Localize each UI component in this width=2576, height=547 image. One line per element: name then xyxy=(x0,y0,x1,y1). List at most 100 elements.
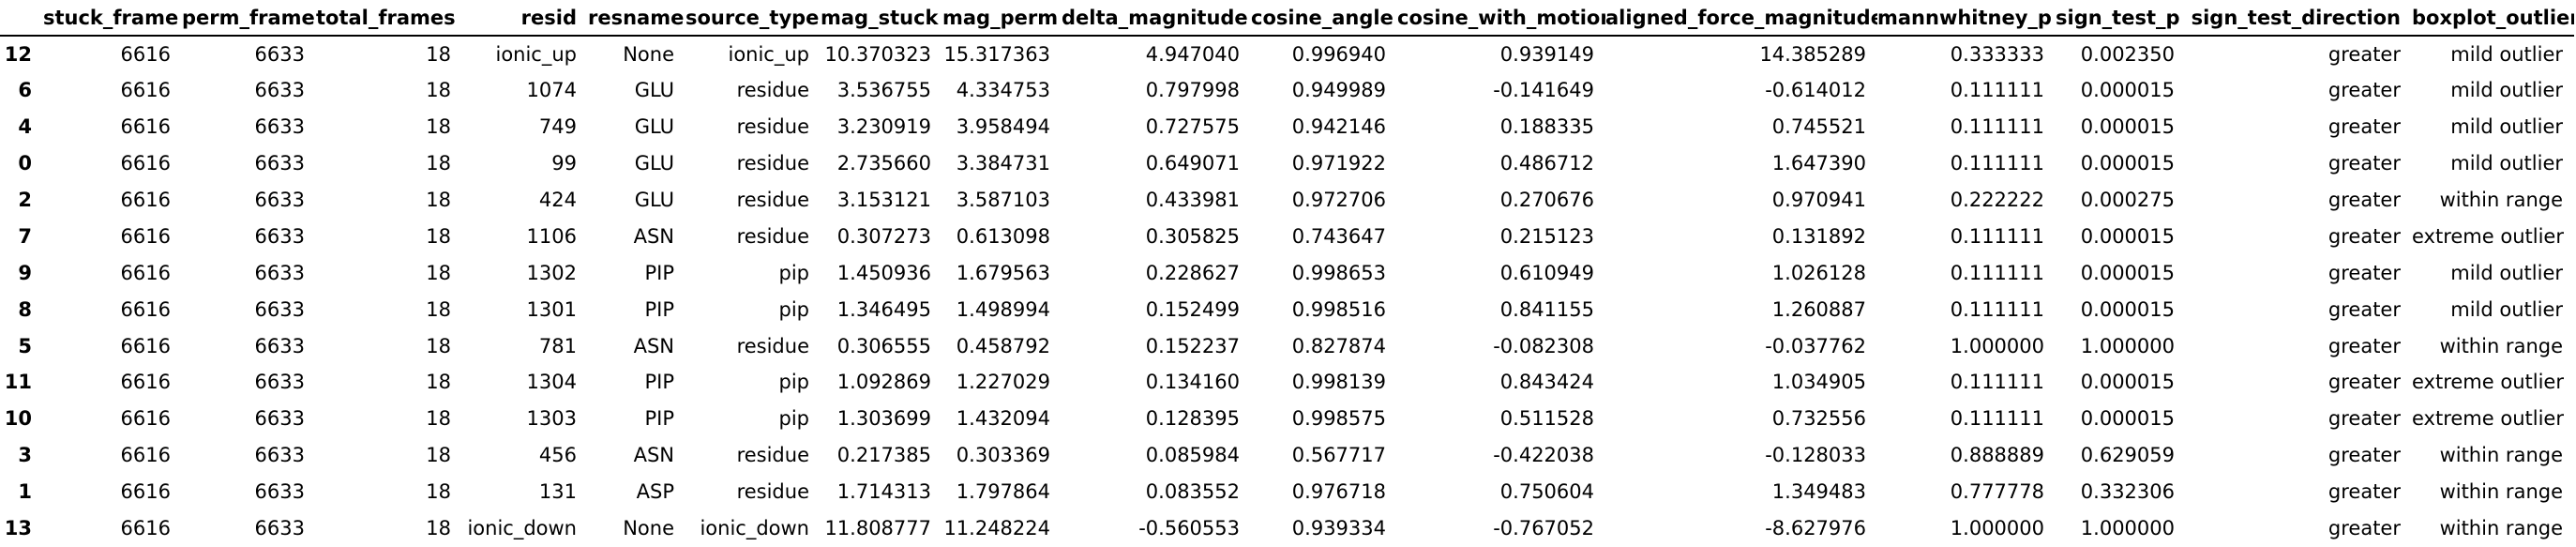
table-cell: 1.000000 xyxy=(1950,517,2044,540)
table-cell: 0.433981 xyxy=(1145,189,1240,211)
table-row: 1 6616 6633 18 131 ASP residue 1.714313 1.797864… xyxy=(0,474,2574,510)
table-cell: -8.627976 xyxy=(1765,517,1866,540)
table-cell: 10.370323 xyxy=(824,42,931,66)
table-cell: ASN xyxy=(633,334,674,357)
table-cell: residue xyxy=(736,334,809,357)
table-cell: 18 xyxy=(426,371,451,394)
table-cell: 6616 xyxy=(120,407,171,431)
table-cell: 749 xyxy=(538,115,577,139)
table-cell: residue xyxy=(736,224,809,248)
table-cell: 6616 xyxy=(120,189,171,211)
table-cell: 2.735660 xyxy=(836,152,931,175)
table-cell: 0.111111 xyxy=(1950,297,2044,321)
table-cell: -0.560553 xyxy=(1138,517,1240,540)
table-cell: 6633 xyxy=(254,79,305,102)
table-cell: 18 xyxy=(426,444,451,467)
table-cell: within range xyxy=(2439,189,2563,211)
column-header: sign_test_p xyxy=(2056,0,2186,37)
table-cell: 0.841155 xyxy=(1499,297,1594,321)
table-cell: 0.333333 xyxy=(1950,42,2044,66)
table-cell: 0.649071 xyxy=(1145,152,1240,175)
row-index: 4 xyxy=(18,115,32,139)
table-cell: 1.303699 xyxy=(836,407,931,431)
table-cell: 0.971922 xyxy=(1291,152,1386,175)
table-cell: 18 xyxy=(426,115,451,139)
table-cell: 1.432094 xyxy=(956,407,1050,431)
table-cell: 0.128395 xyxy=(1145,407,1240,431)
table-cell: 0.111111 xyxy=(1950,115,2044,139)
table-cell: 0.000015 xyxy=(2080,79,2175,102)
table-cell: 0.743647 xyxy=(1291,224,1386,248)
table-cell: mild outlier xyxy=(2450,297,2563,321)
column-header: mag_stuck xyxy=(821,0,942,37)
table-cell: 0.797998 xyxy=(1145,79,1240,102)
table-row: 7 6616 6633 18 1106 ASN residue 0.307273 0.61309… xyxy=(0,218,2574,254)
table-cell: 0.332306 xyxy=(2080,480,2175,504)
table-cell: 1.026128 xyxy=(1771,261,1866,284)
table-cell: 6633 xyxy=(254,334,305,357)
header-row: stuck_frame perm_frame total_frames resi… xyxy=(0,0,2574,37)
table-cell: pip xyxy=(778,407,810,431)
table-cell: GLU xyxy=(634,152,674,175)
table-cell: 0.111111 xyxy=(1950,224,2044,248)
table-cell: within range xyxy=(2439,334,2563,357)
row-index: 11 xyxy=(4,371,32,394)
table-cell: 1.000000 xyxy=(2080,334,2175,357)
table-cell: 3.587103 xyxy=(956,189,1050,211)
table-cell: 0.002350 xyxy=(2080,42,2175,66)
column-header: mannwhitney_p xyxy=(1877,0,2056,37)
table-cell: 131 xyxy=(538,480,577,504)
table-cell: 1.346495 xyxy=(836,297,931,321)
table-cell: 1.092869 xyxy=(836,371,931,394)
table-cell: 1304 xyxy=(526,371,577,394)
table-cell: 0.131892 xyxy=(1771,224,1866,248)
table-cell: ionic_down xyxy=(700,517,809,540)
table-header: stuck_frame perm_frame total_frames resi… xyxy=(0,0,2574,37)
table-cell: greater xyxy=(2327,42,2401,66)
table-cell: -0.141649 xyxy=(1493,79,1594,102)
index-header xyxy=(0,0,43,37)
table-cell: 18 xyxy=(426,517,451,540)
table-cell: 0.750604 xyxy=(1499,480,1594,504)
table-cell: GLU xyxy=(634,79,674,102)
row-index: 12 xyxy=(4,42,32,66)
row-index: 9 xyxy=(18,261,32,284)
table-cell: greater xyxy=(2327,79,2401,102)
column-header: delta_magnitude xyxy=(1062,0,1251,37)
table-cell: 1.450936 xyxy=(836,261,931,284)
table-cell: extreme outlier xyxy=(2412,371,2564,394)
table-cell: 0.777778 xyxy=(1950,480,2044,504)
table-cell: 0.215123 xyxy=(1499,224,1594,248)
table-cell: greater xyxy=(2327,189,2401,211)
table-row: 2 6616 6633 18 424 GLU residue 3.153121 3.587103… xyxy=(0,182,2574,219)
table-row: 9 6616 6633 18 1302 PIP pip 1.450936 1.679563 0.2… xyxy=(0,254,2574,291)
table-cell: 0.000015 xyxy=(2080,152,2175,175)
table-cell: 0.888889 xyxy=(1950,444,2044,467)
table-cell: residue xyxy=(736,189,809,211)
table-cell: 6616 xyxy=(120,42,171,66)
column-header: boxplot_outlier xyxy=(2412,0,2574,37)
table-cell: 0.000275 xyxy=(2080,189,2175,211)
column-header: mag_perm xyxy=(942,0,1062,37)
table-cell: greater xyxy=(2327,480,2401,504)
table-cell: 0.000015 xyxy=(2080,407,2175,431)
table-cell: 3.536755 xyxy=(836,79,931,102)
table-cell: 0.228627 xyxy=(1145,261,1240,284)
table-cell: None xyxy=(623,42,674,66)
table-cell: within range xyxy=(2439,444,2563,467)
table-cell: 1.000000 xyxy=(2080,517,2175,540)
table-cell: 6633 xyxy=(254,444,305,467)
table-row: 4 6616 6633 18 749 GLU residue 3.230919 3.958494… xyxy=(0,109,2574,145)
table-cell: 0.303369 xyxy=(956,444,1050,467)
table-cell: 6616 xyxy=(120,297,171,321)
table-cell: 18 xyxy=(426,480,451,504)
table-cell: 6633 xyxy=(254,224,305,248)
column-header: resid xyxy=(462,0,588,37)
table-cell: 15.317363 xyxy=(943,42,1050,66)
table-cell: 6616 xyxy=(120,444,171,467)
table-cell: pip xyxy=(778,297,810,321)
table-cell: ionic_up xyxy=(728,42,809,66)
table-cell: residue xyxy=(736,152,809,175)
table-cell: within range xyxy=(2439,480,2563,504)
table-cell: greater xyxy=(2327,152,2401,175)
